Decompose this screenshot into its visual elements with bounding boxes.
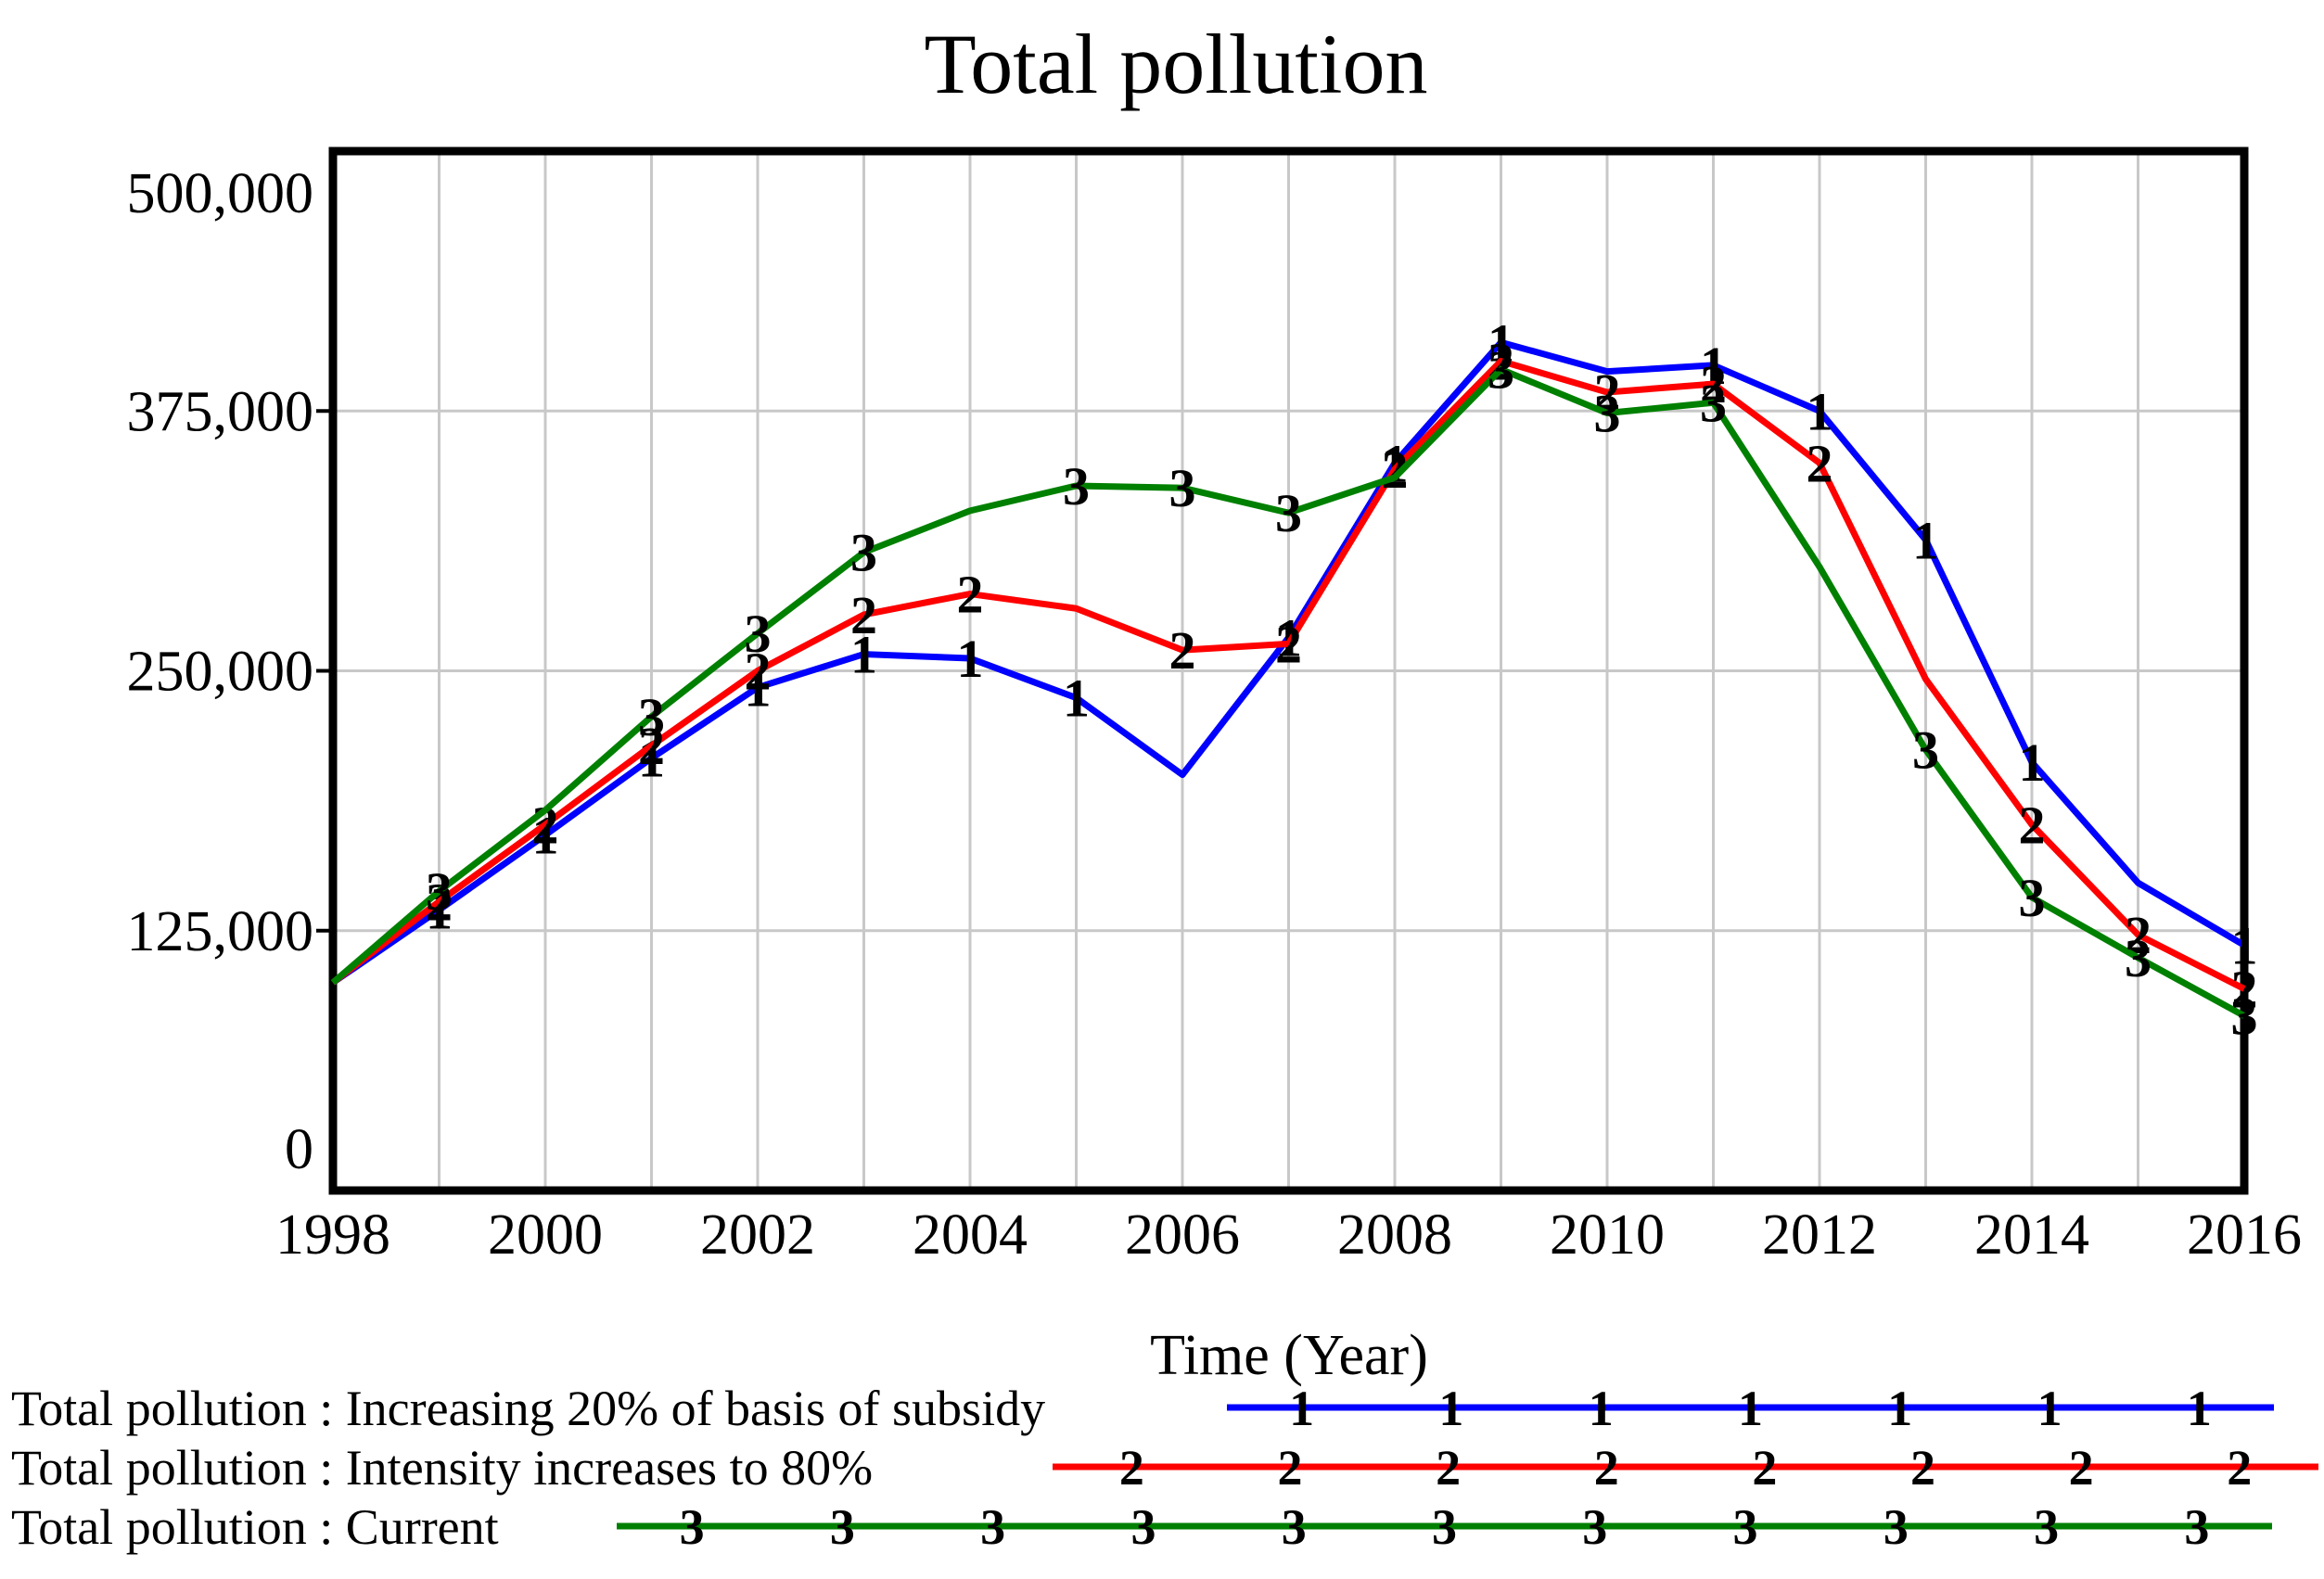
legend-line-3-marker: 3 [830, 1499, 855, 1555]
series-2-marker: 2 [745, 642, 772, 702]
series-3-marker: 3 [1488, 339, 1514, 400]
y-tick-label: 0 [285, 1118, 313, 1181]
series-3-marker: 3 [426, 861, 453, 922]
series-2-marker: 2 [957, 565, 984, 625]
legend: Total pollution : Increasing 20% of basi… [11, 1381, 2318, 1555]
legend-line-1-marker: 1 [1589, 1381, 1614, 1436]
legend-label-current: Total pollution : Current [11, 1499, 499, 1555]
series-3-marker: 3 [850, 523, 877, 583]
legend-line-1-marker: 1 [1438, 1381, 1463, 1436]
series-line-2 [330, 357, 2246, 992]
legend-line-2-marker: 2 [1119, 1440, 1144, 1496]
legend-line-1-marker: 1 [2037, 1381, 2062, 1436]
series-1-marker: 1 [1912, 510, 1939, 570]
series-3-marker: 3 [2231, 987, 2258, 1047]
series-1-marker: 1 [2231, 915, 2258, 975]
x-tick-label: 2008 [1337, 1203, 1452, 1267]
series-2-marker: 2 [2019, 795, 2046, 855]
legend-line-2-marker: 2 [1277, 1440, 1302, 1496]
y-tick-label: 125,000 [127, 900, 314, 963]
y-tick-label: 375,000 [127, 380, 314, 443]
legend-line-3-marker: 3 [1582, 1499, 1607, 1555]
legend-line-2-marker: 2 [1910, 1440, 1935, 1496]
y-tick-label: 500,000 [127, 162, 314, 225]
x-tick-label: 2002 [700, 1203, 815, 1267]
series-1-marker: 1 [1807, 381, 1833, 441]
x-tick-label: 2014 [1974, 1203, 2089, 1267]
series-3-marker: 3 [2125, 928, 2152, 988]
series-2-marker: 2 [1169, 620, 1196, 681]
series-2-marker: 2 [1275, 614, 1302, 674]
legend-line-3-marker: 3 [1432, 1499, 1457, 1555]
series-3-marker: 3 [1169, 458, 1196, 518]
legend-line-2-marker: 2 [2227, 1440, 2252, 1496]
legend-line-samples: 1 1 1 1 1 1 12 2 2 2 2 2 2 23 3 3 3 3 3 3 3 3 3 3 [617, 1381, 2318, 1555]
series-3-marker: 3 [1912, 720, 1939, 781]
x-tick-label: 2012 [1762, 1203, 1877, 1267]
grid-layer [316, 146, 2249, 1195]
x-tick-label: 2006 [1125, 1203, 1240, 1267]
legend-line-1-marker: 1 [1887, 1381, 1912, 1436]
series-3-marker: 3 [2019, 868, 2046, 928]
series-3-marker: 3 [1275, 483, 1302, 543]
legend-line-1-marker: 1 [1738, 1381, 1763, 1436]
x-tick-label: 2004 [913, 1203, 1028, 1267]
legend-label-intensity-80: Total pollution : Intensity increases to… [11, 1440, 873, 1496]
series-2-marker: 2 [1807, 433, 1833, 493]
legend-line-3-marker: 3 [980, 1499, 1005, 1555]
legend-line-3-marker: 3 [1733, 1499, 1758, 1555]
legend-line-3-marker: 3 [1883, 1499, 1909, 1555]
legend-line-2-marker: 2 [1594, 1440, 1619, 1496]
plot-border [328, 146, 2249, 1195]
y-tick-label: 250,000 [127, 641, 314, 704]
x-axis-title: Time (Year) [1150, 1324, 1428, 1387]
series-3-marker: 3 [1594, 383, 1621, 443]
x-tick-label: 2016 [2187, 1203, 2302, 1267]
series-1-marker: 1 [850, 625, 877, 685]
series-3-marker: 3 [1063, 456, 1090, 516]
legend-line-3-marker: 3 [1282, 1499, 1307, 1555]
x-tick-label: 2000 [488, 1203, 603, 1267]
legend-label-increasing-subsidy: Total pollution : Increasing 20% of basi… [11, 1381, 1045, 1436]
series-1-marker: 1 [2019, 732, 2046, 793]
x-tick-label: 1998 [275, 1203, 390, 1267]
legend-line-3-marker: 3 [1130, 1499, 1156, 1555]
chart-title: Total pollution [925, 17, 1428, 111]
legend-line-3-marker: 3 [2184, 1499, 2209, 1555]
series-1-marker: 1 [1063, 669, 1090, 729]
series-3-marker: 3 [745, 604, 772, 664]
legend-line-2-marker: 2 [1752, 1440, 1777, 1496]
legend-line-3-marker: 3 [2034, 1499, 2059, 1555]
legend-line-1-marker: 1 [2187, 1381, 2212, 1436]
series-2-marker: 2 [850, 585, 877, 645]
series-line-3 [330, 365, 2246, 1019]
series-3-marker: 3 [1700, 373, 1727, 433]
legend-line-2-marker: 2 [1436, 1440, 1461, 1496]
series-3-marker: 3 [638, 687, 665, 747]
legend-line-1-marker: 1 [1289, 1381, 1314, 1436]
axis-layer: 0 125,000 250,000 375,000 500,000 1998 2000 200… [127, 162, 2303, 1267]
legend-line-2-marker: 2 [2069, 1440, 2094, 1496]
legend-line-3-marker: 3 [680, 1499, 705, 1555]
x-tick-label: 2010 [1550, 1203, 1665, 1267]
series-1-marker: 1 [957, 629, 984, 689]
